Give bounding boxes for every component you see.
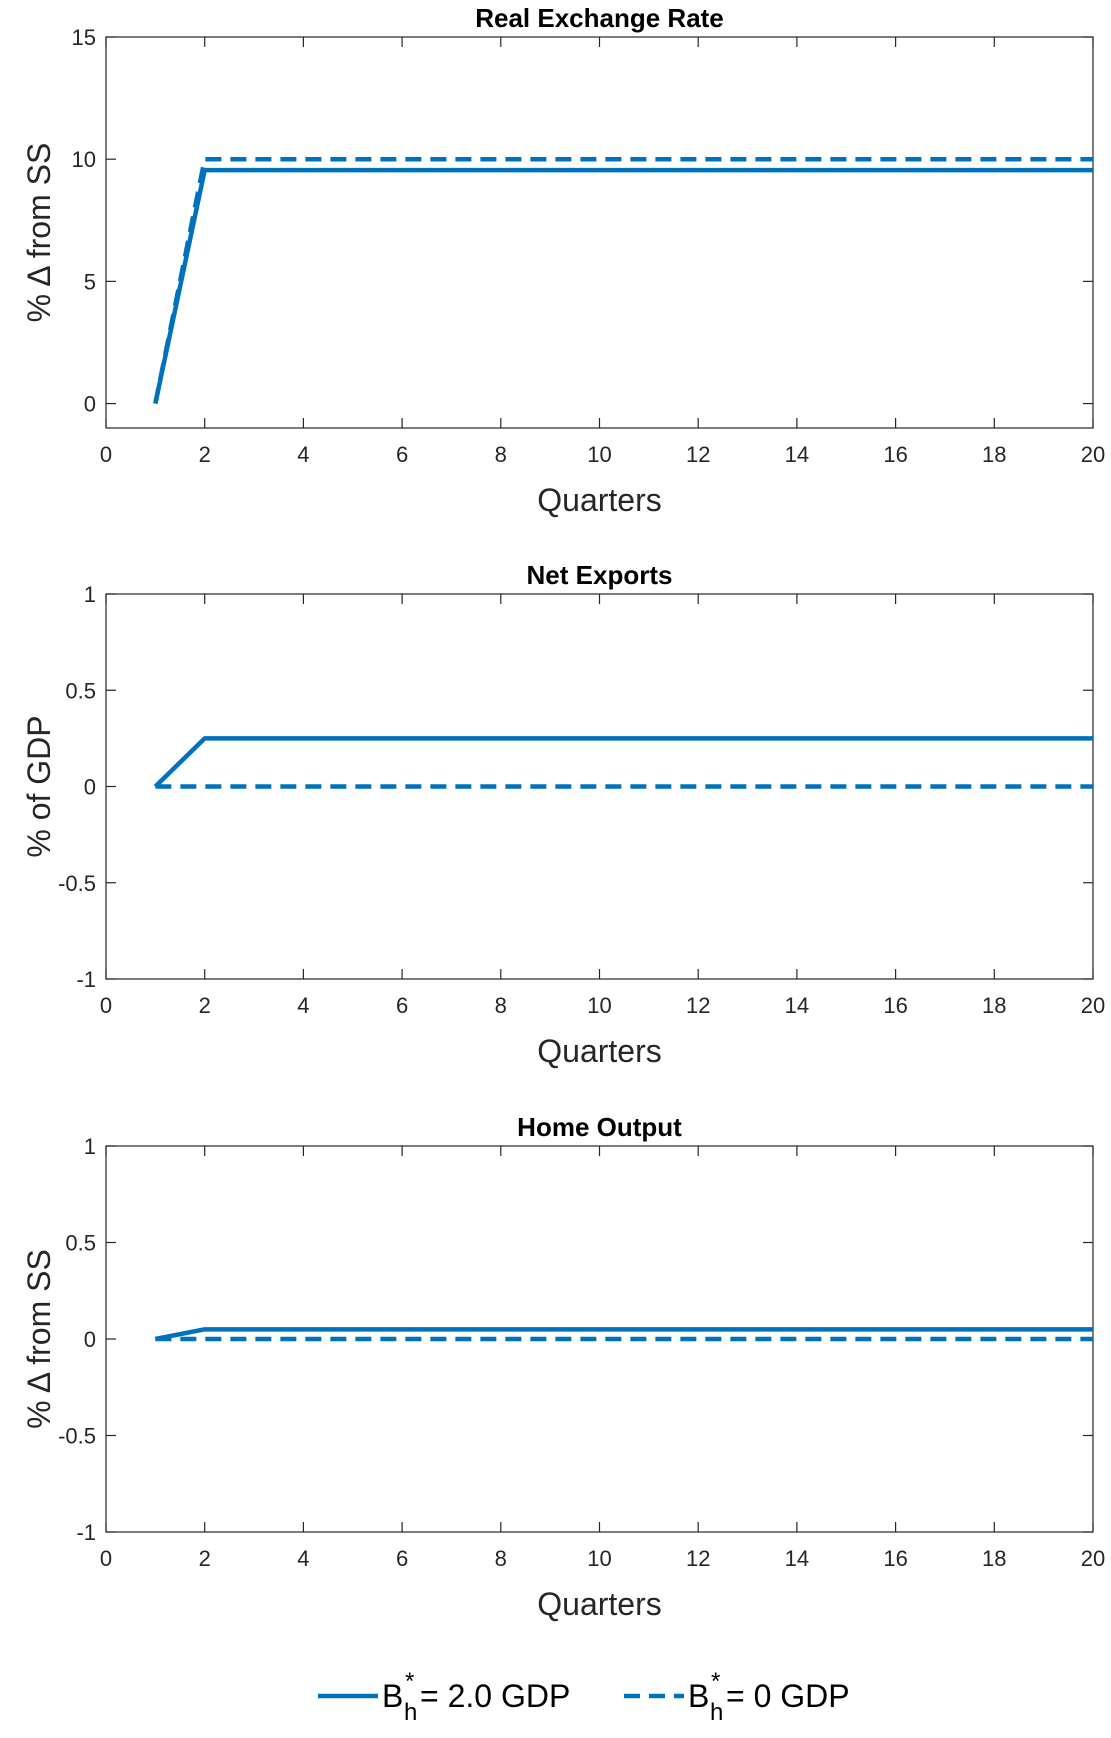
x-tick-label: 6 xyxy=(396,1546,408,1571)
y-tick-label: -1 xyxy=(76,1520,96,1545)
x-tick-label: 12 xyxy=(686,442,710,467)
x-tick-label: 14 xyxy=(785,442,809,467)
legend-symbol-base: B xyxy=(382,1678,403,1714)
y-tick-label: 10 xyxy=(72,147,96,172)
x-tick-label: 12 xyxy=(686,993,710,1018)
legend-symbol-base: B xyxy=(688,1678,709,1714)
x-tick-label: 18 xyxy=(982,993,1006,1018)
x-tick-label: 8 xyxy=(495,1546,507,1571)
y-tick-label: 15 xyxy=(72,25,96,50)
y-tick-label: 0 xyxy=(84,392,96,417)
legend-entry-zero-gdp: B * h = 0 GDP xyxy=(624,1668,850,1726)
x-tick-label: 20 xyxy=(1081,993,1105,1018)
x-tick-label: 16 xyxy=(883,1546,907,1571)
y-tick-label: 5 xyxy=(84,269,96,294)
x-tick-label: 10 xyxy=(587,442,611,467)
axes-frame xyxy=(105,36,1094,429)
y-axis-label: % Δ from SS xyxy=(21,143,57,323)
chart-net-exports: Net Exports 0 2 4 6 8 10 12 14 16 18 20 -1 -0.5 0 0.5 1 Q… xyxy=(21,560,1105,1069)
y-axis-label: % of GDP xyxy=(21,715,57,857)
x-tick-label: 16 xyxy=(883,442,907,467)
x-tick-label: 6 xyxy=(396,993,408,1018)
legend-symbol-sub: h xyxy=(404,1699,417,1726)
series-line-zero-gdp xyxy=(153,156,1093,405)
legend-symbol-sub: h xyxy=(710,1699,723,1726)
x-tick-label: 20 xyxy=(1081,1546,1105,1571)
y-axis-label: % Δ from SS xyxy=(21,1249,57,1429)
x-tick-label: 10 xyxy=(587,993,611,1018)
x-tick-label: 12 xyxy=(686,1546,710,1571)
x-tick-label: 10 xyxy=(587,1546,611,1571)
legend-label: = 0 GDP xyxy=(726,1678,850,1714)
x-tick-label: 8 xyxy=(495,442,507,467)
x-tick-label: 0 xyxy=(100,993,112,1018)
y-tick-label: -0.5 xyxy=(58,871,96,896)
chart-title: Net Exports xyxy=(527,560,673,590)
y-tick-label: 0.5 xyxy=(65,1231,96,1256)
x-tick-label: 0 xyxy=(100,1546,112,1571)
x-tick-label: 14 xyxy=(785,993,809,1018)
y-tick-label: 0 xyxy=(84,775,96,800)
series-line-two-gdp xyxy=(154,1327,1093,1342)
x-axis-label: Quarters xyxy=(537,482,661,518)
legend-label: = 2.0 GDP xyxy=(420,1678,570,1714)
series-line-two-gdp xyxy=(153,167,1093,405)
x-tick-label: 20 xyxy=(1081,442,1105,467)
y-tick-label: 1 xyxy=(84,582,96,607)
chart-title: Home Output xyxy=(517,1112,682,1142)
x-tick-label: 4 xyxy=(297,1546,309,1571)
x-tick-label: 2 xyxy=(199,1546,211,1571)
x-tick-label: 4 xyxy=(297,442,309,467)
x-axis-label: Quarters xyxy=(537,1033,661,1069)
legend-symbol-sup: * xyxy=(711,1668,720,1695)
y-tick-label: 1 xyxy=(84,1134,96,1159)
x-tick-label: 6 xyxy=(396,442,408,467)
y-tick-label: -0.5 xyxy=(58,1424,96,1449)
chart-real-exchange-rate: Real Exchange Rate 0 2 4 6 8 10 12 14 16 18 20 0 5 10 1… xyxy=(21,3,1105,518)
x-tick-label: 14 xyxy=(785,1546,809,1571)
x-tick-label: 4 xyxy=(297,993,309,1018)
y-tick-label: -1 xyxy=(76,967,96,992)
x-tick-label: 18 xyxy=(982,442,1006,467)
chart-title: Real Exchange Rate xyxy=(475,3,724,33)
x-tick-label: 2 xyxy=(199,442,211,467)
x-axis-label: Quarters xyxy=(537,1586,661,1622)
series-line-two-gdp xyxy=(153,736,1093,789)
x-tick-label: 8 xyxy=(495,993,507,1018)
legend-entry-two-gdp: B * h = 2.0 GDP xyxy=(318,1668,570,1726)
x-tick-label: 18 xyxy=(982,1546,1006,1571)
x-tick-label: 2 xyxy=(199,993,211,1018)
legend: B *h = 2.0 GDP B *h = 0 GDP xyxy=(318,1668,850,1726)
legend-symbol-sup: * xyxy=(405,1668,414,1695)
x-tick-label: 0 xyxy=(100,442,112,467)
y-tick-label: 0 xyxy=(84,1327,96,1352)
y-tick-label: 0.5 xyxy=(65,678,96,703)
x-tick-label: 16 xyxy=(883,993,907,1018)
chart-home-output: Home Output 0 2 4 6 8 10 12 14 16 18 20 -1 -0.5 0 0.5 1 Q… xyxy=(21,1112,1105,1622)
